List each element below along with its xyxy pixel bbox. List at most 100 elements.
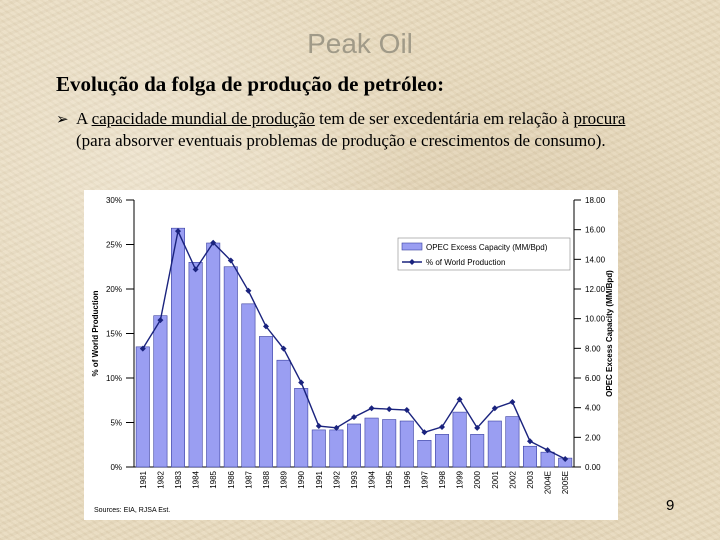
line-point-1990 <box>298 379 305 386</box>
x-tick-label: 1994 <box>368 470 377 488</box>
bar-2002 <box>505 416 520 468</box>
x-tick-label: 2005E <box>561 471 570 494</box>
line-point-1992 <box>333 424 340 431</box>
bullet-text: A capacidade mundial de produção tem de … <box>76 108 636 152</box>
x-tick-label: 1989 <box>280 470 289 488</box>
bar-1995 <box>382 419 397 468</box>
bar-1998 <box>435 434 449 468</box>
legend-bar-swatch <box>401 242 423 251</box>
line-point-1984 <box>192 266 199 273</box>
x-tick-label: 1988 <box>262 470 271 488</box>
left-tick-label: 5% <box>110 419 122 428</box>
right-axis-title: OPEC Excess Capacity (MM/Bpd) <box>605 270 614 397</box>
bar-1988 <box>259 336 273 468</box>
line-point-1997 <box>421 429 428 436</box>
bar-1990 <box>294 388 309 468</box>
x-tick-label: 1995 <box>385 470 394 488</box>
underlined-capacity: capacidade mundial de produção <box>91 109 315 128</box>
bar-1997 <box>417 440 432 468</box>
slide-subtitle: Evolução da folga de produção de petróle… <box>56 72 445 96</box>
left-tick-label: 0% <box>110 463 122 472</box>
bar-1987 <box>241 303 256 468</box>
x-tick-label: 1981 <box>139 470 148 488</box>
line-point-1985 <box>210 239 217 246</box>
bar-1981 <box>135 346 150 468</box>
bullet-text-middle: tem de ser excedentária em relação à <box>314 109 574 128</box>
bar-1994 <box>364 417 379 468</box>
right-tick-label: 14.00 <box>585 255 606 264</box>
x-tick-label: 1992 <box>332 470 341 488</box>
line-point-1993 <box>351 414 357 421</box>
x-tick-label: 1991 <box>315 470 324 488</box>
line-point-2001 <box>491 405 498 412</box>
bar-1984 <box>188 262 203 468</box>
line-point-1987 <box>245 287 252 294</box>
line-point-2002 <box>509 399 516 406</box>
x-tick-label: 1993 <box>350 470 359 488</box>
x-tick-label: 1997 <box>420 470 429 488</box>
x-tick-label: 2000 <box>473 470 482 488</box>
left-tick-label: 20% <box>106 285 122 294</box>
opec-capacity-chart: 0% 5% 10% 15% 20% 25% 30% 0.00 2.00 4.00 6.00 8.00 1… <box>91 196 614 514</box>
x-tick-label: 1984 <box>192 470 201 488</box>
bar-1989 <box>276 359 291 468</box>
x-tick-label: 1996 <box>403 470 412 488</box>
bar-1983 <box>171 227 185 468</box>
bar-2003 <box>523 445 537 468</box>
bar-1982 <box>153 315 168 468</box>
line-point-1996 <box>403 407 410 414</box>
left-tick-label: 15% <box>106 330 122 339</box>
right-tick-label: 10.00 <box>585 315 606 324</box>
x-tick-label: 2003 <box>526 470 535 488</box>
line-point-1983 <box>175 228 181 235</box>
line-point-1991 <box>315 423 322 430</box>
right-tick-label: 6.00 <box>585 374 601 383</box>
x-tick-label: 2001 <box>491 470 500 488</box>
line-point-1995 <box>386 406 393 413</box>
bar-1986 <box>223 266 238 468</box>
left-tick-label: 10% <box>106 374 122 383</box>
x-tick-label: 2004E <box>544 471 553 494</box>
source-note: Sources: EIA, RJSA Est. <box>94 507 170 514</box>
bar-2004E <box>540 451 555 468</box>
left-axis-title: % of World Production <box>91 290 100 376</box>
bar-1991 <box>311 429 326 468</box>
right-tick-label: 12.00 <box>585 285 606 294</box>
x-tick-label: 2002 <box>508 470 517 488</box>
slide-title: Peak Oil <box>307 28 413 59</box>
line-point-1989 <box>280 345 287 352</box>
line-point-2005E <box>562 455 569 462</box>
left-tick-label: 25% <box>106 241 122 250</box>
line-point-2003 <box>527 438 533 445</box>
x-tick-label: 1985 <box>209 470 218 488</box>
bar-1999 <box>452 411 467 468</box>
line-point-1981 <box>139 345 146 352</box>
right-tick-label: 4.00 <box>585 404 601 413</box>
bar-2000 <box>470 434 485 468</box>
arrow-bullet-icon: ➢ <box>56 110 69 128</box>
underlined-demand: procura <box>573 109 626 128</box>
line-point-1988 <box>263 323 269 330</box>
x-tick-label: 1999 <box>456 470 465 488</box>
left-tick-label: 30% <box>106 196 122 205</box>
line-point-2004E <box>544 447 551 454</box>
x-tick-label: 1982 <box>156 470 165 488</box>
line-point-1999 <box>456 396 463 403</box>
x-tick-label: 1986 <box>227 470 236 488</box>
x-tick-label: 1983 <box>174 470 183 488</box>
page-number: 9 <box>666 497 675 514</box>
bar-1985 <box>206 242 221 468</box>
legend-line-marker <box>409 259 415 265</box>
legend-bar-label: OPEC Excess Capacity (MM/Bpd) <box>426 243 548 252</box>
line-point-1982 <box>157 317 164 324</box>
line-point-1994 <box>368 405 375 412</box>
bar-1992 <box>329 429 344 468</box>
line-point-2000 <box>474 424 481 431</box>
right-tick-label: 8.00 <box>585 344 601 353</box>
line-point-1998 <box>439 423 445 430</box>
bullet-text-start: A <box>76 109 92 128</box>
bar-2001 <box>487 420 502 468</box>
bar-1993 <box>347 423 361 468</box>
right-tick-label: 16.00 <box>585 226 606 235</box>
line-point-1986 <box>227 257 234 264</box>
